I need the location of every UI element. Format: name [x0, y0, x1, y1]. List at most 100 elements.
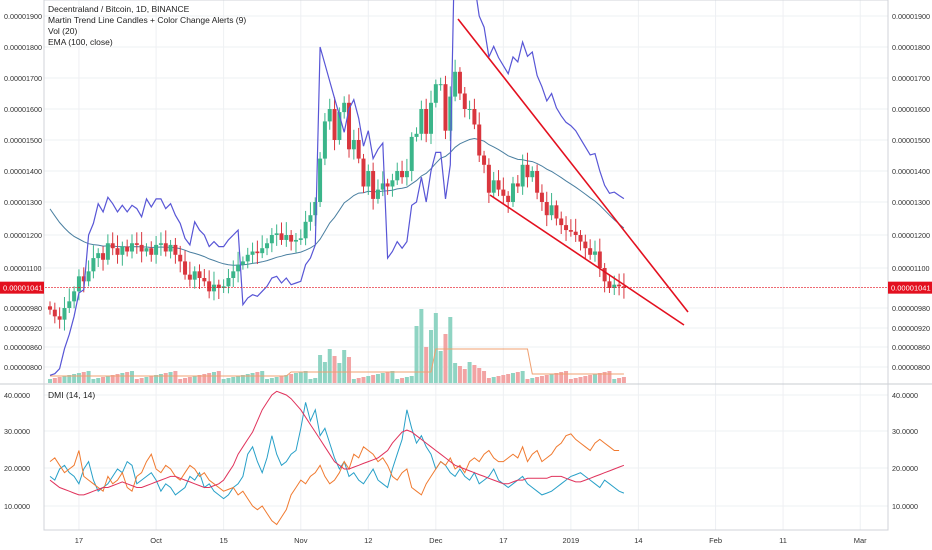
price-badge-right: [888, 281, 932, 294]
volume-bar: [139, 378, 144, 383]
candle-body: [404, 171, 409, 178]
candle-body: [173, 244, 178, 255]
indicator-martin-trend[interactable]: Martin Trend Line Candles + Color Change…: [48, 15, 247, 25]
candle-body: [202, 278, 207, 282]
volume-bar: [265, 379, 270, 383]
volume-bar: [57, 377, 62, 383]
volume-bar: [486, 378, 491, 383]
candle-body: [284, 235, 289, 240]
volume-bar: [612, 379, 617, 383]
volume-bar: [231, 377, 236, 383]
candle-body: [621, 286, 626, 288]
candle-body: [453, 71, 458, 97]
price-axis-left-label: 0.00001600: [4, 105, 42, 114]
volume-bar: [366, 376, 371, 383]
candle-body: [530, 171, 535, 178]
dmi-axis-left-label: 20.0000: [4, 464, 30, 473]
volume-bar: [269, 378, 274, 383]
volume-bar: [105, 376, 110, 383]
falling-wedge-lines[interactable]: [457, 18, 689, 326]
volume-bar: [144, 377, 149, 383]
candle-body: [385, 183, 390, 187]
price-axis-right-label: 0.00000920: [892, 324, 930, 333]
candle-body: [535, 171, 540, 193]
time-axis-label: 17: [75, 536, 83, 545]
candle-body: [57, 316, 62, 320]
time-axis-label: 17: [499, 536, 507, 545]
price-axis-left-label: 0.00000920: [4, 324, 42, 333]
candle-body: [158, 243, 163, 245]
candle-body: [390, 180, 395, 187]
candle-body: [419, 109, 424, 134]
wedge-upper-line: [457, 18, 689, 313]
volume-bar: [395, 379, 400, 383]
time-axis-label: Dec: [429, 536, 443, 545]
volume-bar: [453, 363, 458, 383]
trend-line-path: [49, 0, 625, 376]
price-axis-right-label: 0.00001700: [892, 74, 930, 83]
volume-bar: [91, 379, 96, 383]
price-axis-right-label: 0.00001900: [892, 12, 930, 21]
candlesticks[interactable]: [48, 59, 626, 331]
indicator-volume[interactable]: Vol (20): [48, 26, 78, 36]
volume-bar: [530, 378, 535, 383]
volume-bar: [115, 374, 120, 383]
volume-bar: [520, 371, 525, 383]
volume-bar: [72, 374, 77, 383]
volume-bar: [134, 379, 139, 383]
price-axis-right-label: 0.00001500: [892, 136, 930, 145]
price-axis-left-label: 0.00001500: [4, 136, 42, 145]
candle-body: [293, 239, 298, 242]
time-axis-label: Mar: [854, 536, 867, 545]
candle-body: [115, 248, 120, 255]
volume-bar: [67, 375, 72, 383]
candle-body: [86, 271, 91, 282]
candle-body: [496, 180, 501, 190]
candle-body: [592, 251, 597, 255]
volume-bar: [496, 376, 501, 383]
volume-bar: [187, 377, 192, 383]
volume-bar: [240, 375, 245, 383]
volume-bar: [207, 373, 212, 383]
volume-bar: [192, 376, 197, 383]
volume-bar: [568, 379, 573, 383]
volume-bar: [583, 376, 588, 383]
volume-bar: [197, 375, 202, 383]
candle-body: [226, 278, 231, 287]
candle-body: [250, 251, 255, 255]
symbol-title[interactable]: Decentraland / Bitcoin, 1D, BINANCE: [48, 4, 190, 14]
dmi-series-adx: [49, 390, 625, 496]
volume-bar: [573, 378, 578, 383]
volume-bar: [404, 377, 409, 383]
candle-body: [351, 140, 356, 150]
volume-bar: [183, 378, 188, 383]
dmi-legend[interactable]: DMI (14, 14): [48, 390, 96, 400]
volume-bar: [289, 374, 294, 383]
candle-body: [269, 235, 274, 244]
volume-bar: [429, 330, 434, 383]
price-axis-left-label: 0.00000860: [4, 343, 42, 352]
dmi-axis-left-label: 30.0000: [4, 427, 30, 436]
candle-body: [400, 171, 405, 178]
indicator-ema[interactable]: EMA (100, close): [48, 37, 113, 47]
candle-body: [612, 284, 617, 288]
volume-bar: [110, 375, 115, 383]
candle-body: [549, 205, 554, 216]
volume-bars: [48, 309, 626, 383]
volume-bar: [86, 371, 91, 383]
candle-body: [380, 183, 385, 190]
candle-body: [91, 258, 96, 272]
price-label-right: 0.00001041: [891, 284, 931, 293]
price-axis-right-label: 0.00001400: [892, 167, 930, 176]
price-axis-right-label: 0.00001100: [892, 264, 929, 273]
volume-bar: [491, 377, 496, 383]
candle-body: [120, 246, 125, 255]
candle-body: [216, 284, 221, 288]
candle-body: [544, 202, 549, 216]
volume-bar: [313, 378, 318, 383]
candle-body: [573, 231, 578, 235]
volume-bar: [125, 372, 130, 383]
dmi-axis-right-label: 30.0000: [892, 427, 918, 436]
candle-body: [183, 261, 188, 275]
